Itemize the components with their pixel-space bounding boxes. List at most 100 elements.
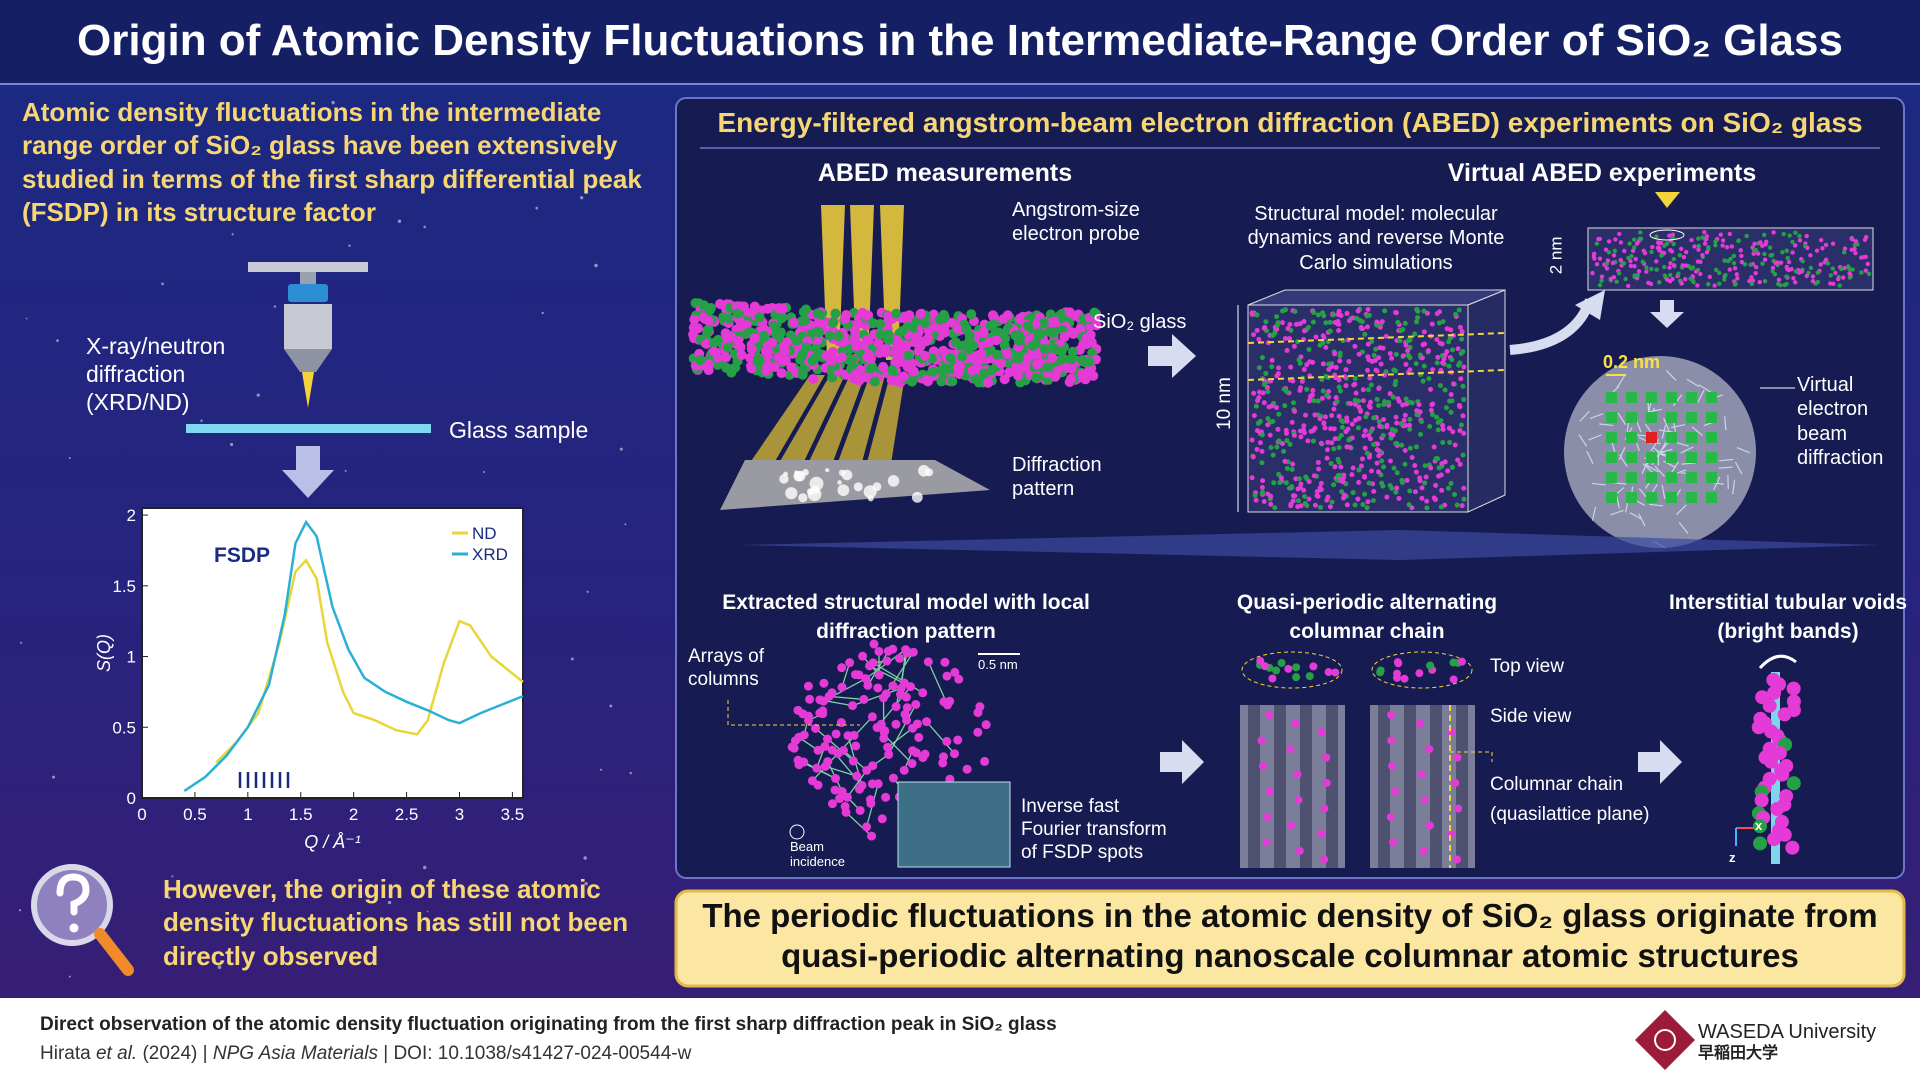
atom: [1605, 258, 1611, 263]
atom: [1310, 319, 1316, 325]
atom: [1249, 437, 1255, 443]
atom: [1311, 398, 1317, 404]
atom: [1700, 235, 1705, 240]
atom: [1400, 674, 1409, 683]
atom: [1758, 240, 1763, 245]
atom: [983, 377, 994, 388]
atom: [972, 356, 983, 367]
atom: [838, 746, 848, 756]
atom: [835, 794, 845, 804]
atom: [891, 375, 902, 386]
beam-out: [745, 375, 825, 470]
atom: [1415, 308, 1421, 314]
atom: [1331, 426, 1337, 432]
atom: [1305, 672, 1314, 681]
atom: [1254, 327, 1260, 333]
atom: [1668, 238, 1673, 243]
atom: [1405, 352, 1411, 358]
atom: [940, 657, 950, 667]
atom: [1448, 409, 1454, 415]
atom: [713, 334, 724, 345]
atom: [1381, 464, 1387, 470]
cube-side: [1467, 289, 1506, 513]
atom: [818, 706, 828, 716]
atom: [1407, 426, 1413, 432]
atom: [1671, 257, 1677, 262]
atom: [1359, 456, 1365, 462]
atom: [928, 366, 939, 377]
atom: [1752, 241, 1757, 246]
beam-out: [835, 375, 885, 470]
atom: [1277, 480, 1283, 486]
atom: [1283, 480, 1289, 486]
atom: [1301, 487, 1307, 493]
atom: [1608, 276, 1614, 281]
atom: [1786, 267, 1792, 273]
ifft-inset: [897, 781, 1011, 868]
atom: [1269, 357, 1275, 363]
atom: [1629, 254, 1634, 259]
atom: [1362, 491, 1368, 497]
atom: [976, 348, 987, 359]
pattern-spot: [838, 469, 846, 476]
atom: [1430, 367, 1436, 373]
atom: [1698, 271, 1703, 277]
atom: [1631, 245, 1637, 250]
atom: [987, 310, 998, 321]
atom: [1322, 414, 1328, 420]
atom: [1402, 320, 1408, 326]
star: [258, 886, 261, 888]
atom: [1402, 461, 1408, 467]
atom: [903, 350, 914, 361]
atom: [1346, 359, 1352, 365]
atom: [1445, 468, 1451, 474]
atom: [878, 361, 889, 372]
atom: [880, 347, 891, 358]
atom: [828, 317, 839, 328]
star: [168, 896, 171, 899]
atom: [1296, 357, 1302, 363]
atom: [986, 365, 997, 376]
atom: [1047, 352, 1058, 363]
atom: [1291, 343, 1297, 349]
atom: [1396, 495, 1402, 501]
atom: [950, 667, 960, 677]
probe-label: Angstrom-size electron probe: [1012, 199, 1140, 246]
atom: [1659, 253, 1664, 258]
bond: [1718, 466, 1733, 469]
atom: [1394, 485, 1400, 491]
atom: [1268, 493, 1274, 499]
atom: [1644, 269, 1649, 274]
atom: [1365, 341, 1371, 347]
atom: [1331, 482, 1337, 488]
atom: [1362, 428, 1368, 434]
atom: [808, 373, 819, 384]
atom: [1277, 658, 1286, 667]
atom: [1031, 372, 1042, 383]
series-line: [183, 519, 524, 792]
atom: [869, 376, 880, 387]
atom: [1853, 250, 1858, 256]
atom: [1424, 505, 1430, 511]
atom: [1862, 237, 1868, 242]
column-band: [1378, 705, 1390, 868]
atom: [1308, 428, 1314, 434]
atom: [1380, 432, 1386, 438]
atom: [1722, 277, 1727, 282]
atom: [1276, 471, 1282, 477]
atom: [1259, 448, 1265, 454]
atom: [1753, 270, 1758, 276]
body: [284, 304, 332, 349]
atom: [1405, 348, 1411, 354]
atom: [965, 338, 976, 349]
atom: [1324, 668, 1333, 677]
star: [256, 393, 260, 397]
atom: [866, 798, 876, 808]
atom: [1358, 408, 1364, 414]
star: [600, 147, 603, 150]
atom: [1727, 231, 1733, 237]
atom: [1427, 424, 1433, 430]
atom: [1780, 249, 1785, 255]
atom: [1445, 485, 1451, 491]
intro-text: Atomic density fluctuations in the inter…: [22, 97, 642, 227]
